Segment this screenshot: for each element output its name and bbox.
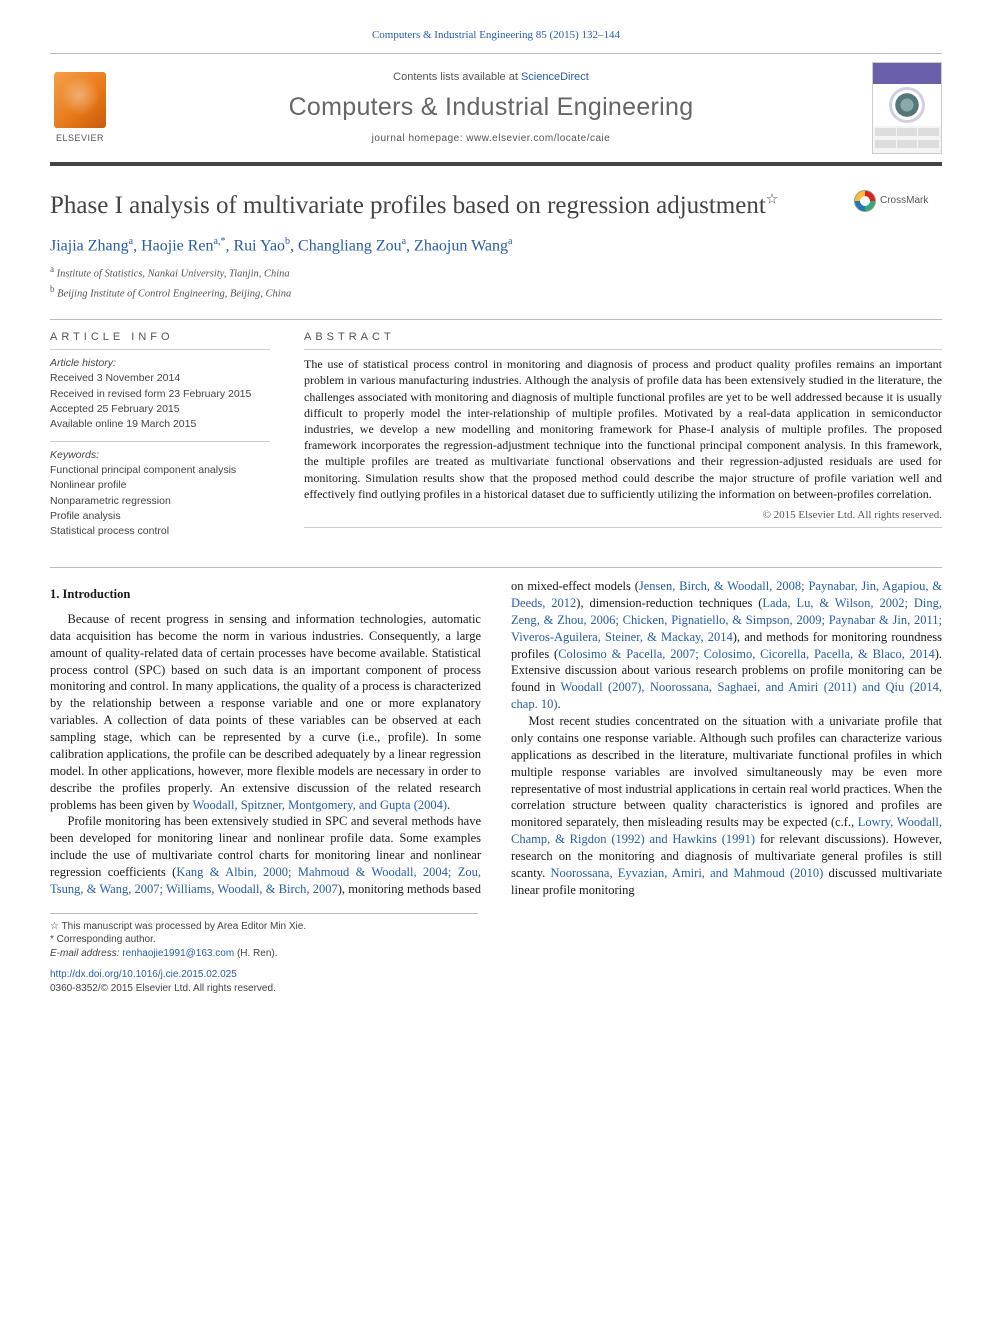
footer: http://dx.doi.org/10.1016/j.cie.2015.02.…: [50, 968, 942, 995]
sciencedirect-link[interactable]: ScienceDirect: [521, 71, 589, 83]
title-text: Phase I analysis of multivariate profile…: [50, 192, 766, 219]
crossmark-label: CrossMark: [880, 194, 928, 208]
divider: [50, 567, 942, 568]
keyword: Statistical process control: [50, 524, 270, 538]
divider: [50, 319, 942, 320]
affiliation-b: b Beijing Institute of Control Engineeri…: [50, 283, 942, 302]
abstract-head: ABSTRACT: [304, 330, 942, 345]
abstract-copyright: © 2015 Elsevier Ltd. All rights reserved…: [304, 508, 942, 523]
header-citation: Computers & Industrial Engineering 85 (2…: [50, 28, 942, 43]
divider-thin: [50, 441, 270, 442]
abstract-text: The use of statistical process control i…: [304, 356, 942, 502]
keyword: Functional principal component analysis: [50, 463, 270, 477]
abstract-column: ABSTRACT The use of statistical process …: [304, 330, 942, 539]
history-line: Available online 19 March 2015: [50, 417, 270, 431]
history-line: Accepted 25 February 2015: [50, 402, 270, 416]
article-title: Phase I analysis of multivariate profile…: [50, 190, 838, 221]
keywords-head: Keywords:: [50, 448, 270, 462]
authors: Jiajia Zhanga, Haojie Rena,*, Rui Yaob, …: [50, 235, 942, 257]
affiliation-a: a Institute of Statistics, Nankai Univer…: [50, 263, 942, 282]
keyword: Nonlinear profile: [50, 478, 270, 492]
contents-lists-line: Contents lists available at ScienceDirec…: [124, 70, 858, 85]
paragraph: Because of recent progress in sensing an…: [50, 611, 481, 814]
masthead: ELSEVIER Contents lists available at Sci…: [50, 53, 942, 166]
masthead-center: Contents lists available at ScienceDirec…: [124, 70, 858, 146]
footnote-star: ☆ This manuscript was processed by Area …: [50, 920, 478, 934]
history-head: Article history:: [50, 356, 270, 370]
page: Computers & Industrial Engineering 85 (2…: [0, 0, 992, 1025]
divider-thin: [304, 527, 942, 528]
journal-homepage[interactable]: journal homepage: www.elsevier.com/locat…: [124, 132, 858, 146]
citation-link[interactable]: Woodall (2007), Noorossana, Saghaei, and…: [511, 680, 942, 711]
article-info-column: ARTICLE INFO Article history: Received 3…: [50, 330, 270, 539]
publisher-block: ELSEVIER: [50, 72, 110, 144]
email-link[interactable]: renhaojie1991@163.com: [122, 948, 234, 959]
footnote-email: E-mail address: renhaojie1991@163.com (H…: [50, 947, 478, 961]
doi-link[interactable]: http://dx.doi.org/10.1016/j.cie.2015.02.…: [50, 968, 942, 982]
keyword: Nonparametric regression: [50, 494, 270, 508]
keyword: Profile analysis: [50, 509, 270, 523]
journal-name: Computers & Industrial Engineering: [124, 91, 858, 125]
history-line: Received 3 November 2014: [50, 371, 270, 385]
footnotes: ☆ This manuscript was processed by Area …: [50, 913, 478, 961]
issn-copyright: 0360-8352/© 2015 Elsevier Ltd. All right…: [50, 982, 942, 996]
journal-cover-thumbnail: [872, 62, 942, 154]
divider-thin: [50, 349, 270, 350]
contents-prefix: Contents lists available at: [393, 71, 521, 83]
section-heading: 1. Introduction: [50, 586, 481, 603]
history-line: Received in revised form 23 February 201…: [50, 387, 270, 401]
publisher-name: ELSEVIER: [56, 132, 104, 144]
divider-thin: [304, 349, 942, 350]
article-info-head: ARTICLE INFO: [50, 330, 270, 345]
footnote-corresponding: * Corresponding author.: [50, 933, 478, 947]
citation-link[interactable]: Woodall, Spitzner, Montgomery, and Gupta…: [192, 798, 447, 812]
body-columns: 1. Introduction Because of recent progre…: [50, 578, 942, 899]
citation-link[interactable]: Colosimo & Pacella, 2007; Colosimo, Cico…: [558, 647, 935, 661]
elsevier-tree-icon: [54, 72, 106, 128]
title-footnote-marker: ☆: [766, 193, 779, 208]
affiliations: a Institute of Statistics, Nankai Univer…: [50, 263, 942, 301]
title-row: Phase I analysis of multivariate profile…: [50, 190, 942, 221]
info-abstract-row: ARTICLE INFO Article history: Received 3…: [50, 330, 942, 539]
crossmark-widget[interactable]: CrossMark: [854, 190, 942, 212]
citation-link[interactable]: Noorossana, Eyvazian, Amiri, and Mahmoud…: [550, 866, 823, 880]
crossmark-icon: [854, 190, 876, 212]
paragraph: Most recent studies concentrated on the …: [511, 713, 942, 899]
